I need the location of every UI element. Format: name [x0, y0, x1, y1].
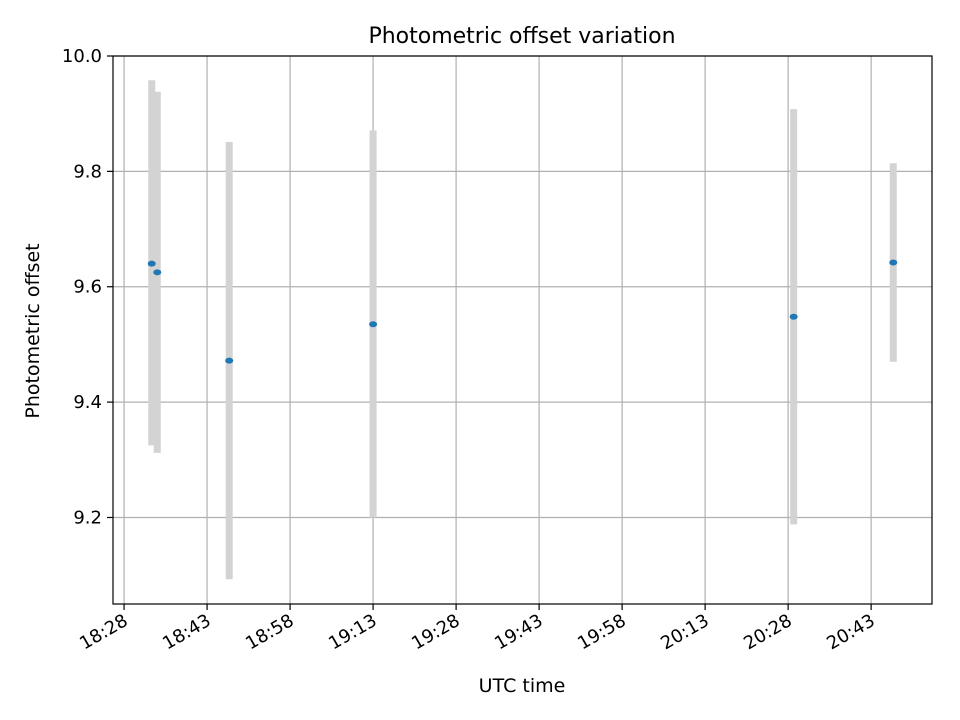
- x-axis-label: UTC time: [479, 675, 566, 697]
- y-axis-ticks: 9.2 9.4 9.6 9.8 10.0: [62, 46, 113, 528]
- chart-title: Photometric offset variation: [368, 24, 675, 49]
- y-tick-label: 9.4: [73, 392, 102, 413]
- data-points: [147, 259, 898, 364]
- y-tick-label: 10.0: [62, 46, 102, 67]
- data-point: [153, 269, 162, 276]
- y-tick-label: 9.6: [73, 277, 102, 298]
- plot-frame: [112, 55, 933, 605]
- y-tick-label: 9.8: [73, 161, 102, 182]
- data-point: [789, 313, 798, 320]
- data-point: [369, 321, 378, 328]
- data-point: [225, 357, 234, 364]
- data-point: [147, 260, 156, 267]
- y-axis-label: Photometric offset: [22, 243, 44, 418]
- data-point: [889, 259, 898, 266]
- y-tick-label: 9.2: [73, 507, 102, 528]
